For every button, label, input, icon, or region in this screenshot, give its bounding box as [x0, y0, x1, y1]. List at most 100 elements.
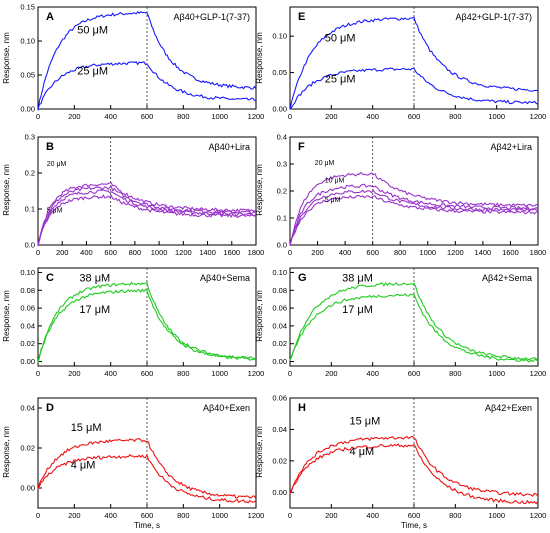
panel-g-xtick-label: 1000: [488, 369, 505, 378]
panel-b-frame: [37, 136, 257, 246]
y-axis-title: Response, nm: [255, 32, 264, 84]
panel-c-series-label-1: 17 μM: [79, 304, 110, 316]
x-axis-title: Time, s: [401, 521, 427, 530]
panel-a-xtick-label: 400: [104, 112, 117, 121]
panel-f-ytick-label: 0.2: [277, 187, 287, 196]
y-axis-title: Response, nm: [2, 164, 11, 216]
panel-b-xtick-label: 1000: [151, 248, 168, 257]
panel-e-xtick-label: 600: [408, 112, 421, 121]
panel-a-xtick-label: 1200: [248, 112, 265, 121]
panel-e-xtick-label: 0: [288, 112, 292, 121]
panel-c-ytick-label: 0.10: [20, 268, 35, 277]
panel-f-ytick-label: 0.1: [277, 214, 287, 223]
panel-d-xtick-label: 800: [177, 511, 190, 520]
panel-b-series-1: [37, 185, 257, 247]
panel-e-xtick-label: 1200: [530, 112, 547, 121]
panel-c-xtick-label: 400: [104, 369, 117, 378]
panel-b-title: Aβ40+Lira: [209, 142, 250, 152]
y-axis-title: Response, nm: [2, 32, 11, 84]
panel-h-ytick-label: 0.02: [272, 456, 287, 465]
panel-h-letter: H: [298, 402, 306, 414]
panel-f-frame: [289, 136, 539, 246]
panel-c-title: Aβ40+Sema: [200, 273, 250, 283]
panel-f-letter: F: [298, 141, 305, 153]
panel-c-letter: C: [46, 272, 54, 284]
panel-d-ytick-label: 0.04: [20, 404, 35, 413]
panel-h-ytick-label: 0.00: [272, 488, 287, 497]
panel-f-xtick-label: 1800: [530, 248, 547, 257]
panel-d-xtick-label: 1000: [211, 511, 228, 520]
panel-b-xtick-label: 1200: [175, 248, 192, 257]
panel-a-letter: A: [46, 11, 54, 23]
panel-b-series-0: [37, 182, 257, 245]
panel-b-xtick-label: 0: [36, 248, 40, 257]
panel-h-series-0: [289, 435, 539, 498]
panel-h-xtick-label: 200: [325, 511, 338, 520]
panel-d-ytick-label: 0.02: [20, 444, 35, 453]
panel-g-ytick-label: 0.06: [272, 304, 287, 313]
panel-a-xtick-label: 0: [36, 112, 40, 121]
panel-d-letter: D: [46, 402, 54, 414]
panel-e-ytick-label: 0.05: [272, 68, 287, 77]
panel-c-xtick-label: 600: [141, 369, 154, 378]
panel-f-xtick-label: 400: [339, 248, 352, 257]
panel-g-xtick-label: 1200: [530, 369, 547, 378]
panel-c-ytick-label: 0.02: [20, 339, 35, 348]
panel-f-title: Aβ42+Lira: [491, 142, 532, 152]
panel-h-xtick-label: 0: [288, 511, 292, 520]
panel-e-xtick-label: 400: [366, 112, 379, 121]
panel-d-ytick-label: 0.00: [20, 484, 35, 493]
panel-e-ytick-label: 0.10: [272, 32, 287, 41]
panel-h-title: Aβ42+Exen: [485, 403, 532, 413]
panel-h-ytick-label: 0.04: [272, 425, 287, 434]
panel-h-series-label-0: 15 μM: [350, 415, 381, 427]
y-axis-title: Response, nm: [255, 164, 264, 216]
panel-a-xtick-label: 800: [177, 112, 190, 121]
panel-d-xtick-label: 0: [36, 511, 40, 520]
panel-a-ytick-label: 0.00: [20, 105, 35, 114]
panel-d-xtick-label: 200: [68, 511, 81, 520]
panel-e-xtick-label: 200: [325, 112, 338, 121]
panel-a-title: Aβ40+GLP-1(7-37): [174, 12, 250, 22]
panel-a-xtick-label: 200: [68, 112, 81, 121]
panel-f-xtick-label: 1600: [502, 248, 519, 257]
panel-d-series-1: [37, 453, 257, 504]
panel-a-xtick-label: 600: [141, 112, 154, 121]
panel-c-xtick-label: 1000: [211, 369, 228, 378]
panel-c-ytick-label: 0.00: [20, 357, 35, 366]
panel-e-series-1: [289, 67, 539, 110]
panel-a-series-0: [37, 11, 257, 111]
panel-b-xtick-label: 1800: [248, 248, 265, 257]
panel-g-xtick-label: 600: [408, 369, 421, 378]
panel-f-series-label-3: 5 μM: [325, 197, 341, 204]
panel-g-xtick-label: 0: [288, 369, 292, 378]
panel-c-xtick-label: 200: [68, 369, 81, 378]
panel-g-ytick-label: 0.04: [272, 321, 287, 330]
panel-b-ytick-label: 0.3: [25, 133, 35, 142]
panel-f-series-label-0: 20 μM: [315, 160, 335, 167]
panel-a-ytick-label: 0.10: [20, 37, 35, 46]
panel-f-xtick-label: 200: [311, 248, 324, 257]
panel-g-xtick-label: 800: [449, 369, 462, 378]
panel-f-xtick-label: 1000: [419, 248, 436, 257]
panel-b-xtick-label: 1400: [199, 248, 216, 257]
y-axis-title: Response, nm: [2, 426, 11, 478]
panel-h-xtick-label: 400: [366, 511, 379, 520]
panel-g-series-label-0: 38 μM: [342, 273, 373, 285]
panel-g-ytick-label: 0.00: [272, 357, 287, 366]
x-axis-title: Time, s: [134, 521, 160, 530]
panel-a-series-label-0: 50 μM: [77, 25, 108, 37]
panel-g-series-0: [289, 282, 539, 361]
panel-c-xtick-label: 1200: [248, 369, 265, 378]
panel-b-xtick-label: 200: [56, 248, 69, 257]
panel-b-series-label-0: 20 μM: [47, 161, 67, 168]
panel-g-letter: G: [298, 272, 307, 284]
panel-e-series-0: [289, 16, 539, 110]
y-axis-title: Response, nm: [255, 290, 264, 342]
panel-f-series-label-1: 10 μM: [325, 177, 345, 184]
panel-g-ytick-label: 0.10: [272, 268, 287, 277]
panel-f-series-2: [289, 189, 539, 245]
panel-b-series-label-3: 5 μM: [47, 208, 63, 215]
panel-c-series-1: [37, 288, 257, 363]
